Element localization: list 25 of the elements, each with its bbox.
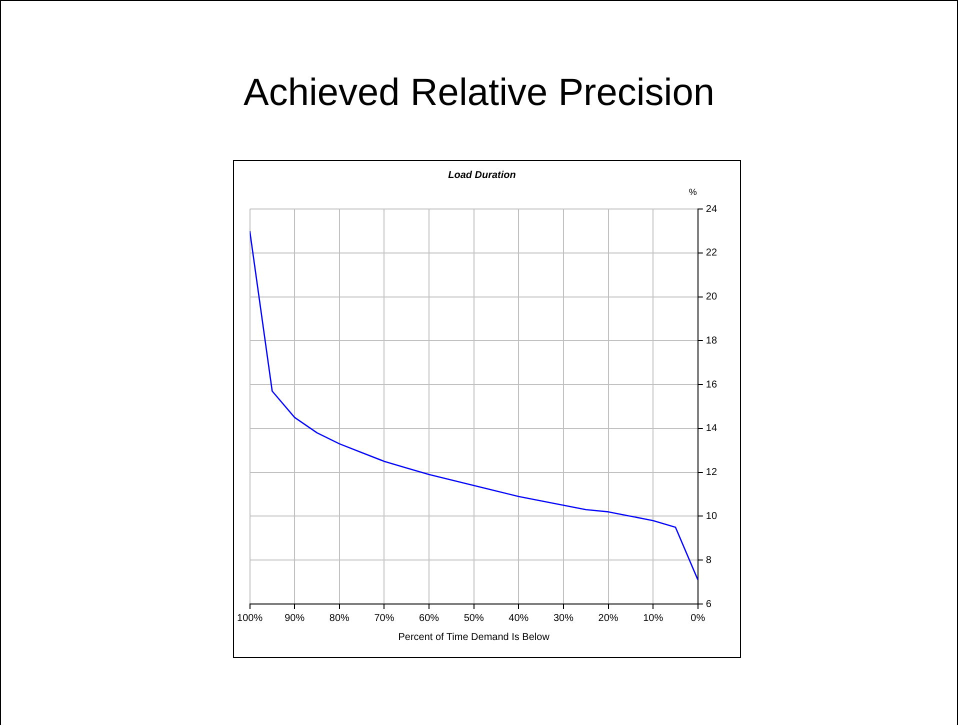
y-tick-label: 8 <box>706 554 712 566</box>
x-tick-label: 100% <box>237 612 263 624</box>
y-tick-label: 14 <box>706 423 718 434</box>
y-axis-title: % <box>688 187 697 197</box>
x-tick-label: 90% <box>284 612 305 624</box>
y-tick-label: 12 <box>706 467 718 478</box>
x-tick-label: 30% <box>553 612 574 624</box>
y-tick-label: 16 <box>706 379 718 390</box>
chart-title: Achieved Relative Precision <box>242 72 716 115</box>
y-tick-label: 24 <box>706 204 718 215</box>
y-tick-label: 22 <box>706 248 718 259</box>
y-tick-label: 18 <box>706 335 718 346</box>
x-axis-title: Percent of Time Demand Is Below <box>398 632 550 643</box>
y-tick-label: 6 <box>706 598 712 610</box>
x-tick-label: 0% <box>690 612 706 624</box>
y-tick-label: 20 <box>706 292 718 303</box>
x-tick-label: 60% <box>419 612 440 624</box>
x-tick-label: 10% <box>643 612 664 624</box>
chart-subtitle: Load Duration <box>448 170 516 181</box>
y-tick-label: 10 <box>706 510 718 522</box>
x-tick-label: 80% <box>329 612 350 624</box>
x-tick-label: 20% <box>598 612 618 624</box>
x-tick-label: 50% <box>464 612 484 624</box>
x-tick-label: 40% <box>508 612 529 624</box>
x-tick-label: 70% <box>374 612 394 624</box>
